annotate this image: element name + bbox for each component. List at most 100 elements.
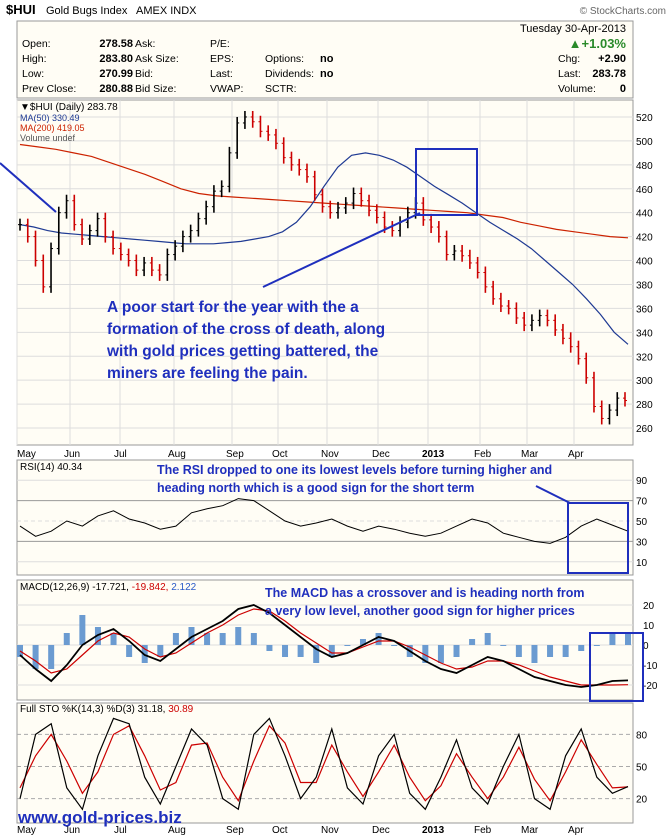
month-label: Jun bbox=[64, 825, 80, 836]
macd-histogram-bar bbox=[469, 639, 476, 645]
annotation-line: with gold prices getting battered, the bbox=[106, 343, 379, 360]
annotation-line: a very low level, another good sign for … bbox=[265, 604, 575, 618]
price-tick-label: 340 bbox=[636, 328, 653, 339]
annotation-line: The MACD has a crossover and is heading … bbox=[265, 586, 585, 600]
macd-highlight-box bbox=[589, 632, 644, 702]
annotation-line: heading north which is a good sign for t… bbox=[157, 481, 474, 495]
price-tick-label: 280 bbox=[636, 400, 653, 411]
macd-tick-label: 10 bbox=[643, 621, 655, 632]
symbol: $HUI bbox=[6, 2, 36, 17]
rsi-series bbox=[19, 498, 629, 544]
macd-histogram-bar bbox=[219, 633, 226, 645]
pointer-line-left bbox=[0, 162, 57, 213]
macd-histogram-bar bbox=[625, 632, 631, 645]
macd-histogram-bar bbox=[157, 645, 164, 657]
month-label: Nov bbox=[321, 449, 339, 460]
macd-histogram-bar bbox=[204, 633, 211, 645]
price-tick-label: 300 bbox=[636, 376, 653, 387]
month-axis: May Jun Jul Aug Sep Oct Nov Dec 2013 Feb Mar Apr bbox=[17, 449, 584, 460]
sto-label: Full STO %K(14,3) %D(3) 31.18, 30.89 bbox=[20, 704, 194, 715]
ma50-line bbox=[19, 152, 629, 345]
month-label: Mar bbox=[521, 449, 539, 460]
price-tick-label: 320 bbox=[636, 352, 653, 363]
quote-right-value: +2.90 bbox=[598, 53, 626, 65]
sto-series bbox=[19, 717, 629, 811]
macd-histogram-bar bbox=[235, 627, 242, 645]
quote-grid: Open: 278.58 Ask: P/E: High: 283.80 Ask Size: E… bbox=[22, 38, 334, 95]
sto-panel bbox=[16, 702, 634, 824]
price-tick-label: 400 bbox=[636, 257, 653, 268]
rsi-pointer-line bbox=[535, 485, 571, 504]
macd-histogram-bar bbox=[79, 615, 86, 645]
quote-label: High: bbox=[22, 53, 47, 65]
sto-k-line bbox=[19, 717, 629, 811]
macd-histogram-bar bbox=[500, 645, 507, 646]
quote-label: Dividends: bbox=[265, 68, 314, 80]
macd-series bbox=[17, 604, 631, 688]
quote-label: Bid Size: bbox=[135, 83, 176, 95]
price-tick-label: 360 bbox=[636, 304, 653, 315]
month-label: Sep bbox=[226, 825, 244, 836]
macd-histogram-bar bbox=[578, 645, 585, 651]
quote-label: Ask Size: bbox=[135, 53, 179, 65]
month-label: Apr bbox=[568, 449, 584, 460]
price-annotation: A poor start for the year with the a form… bbox=[106, 299, 385, 382]
month-label: Feb bbox=[474, 825, 492, 836]
rsi-panel bbox=[16, 459, 634, 576]
month-label: Jul bbox=[114, 449, 127, 460]
pointer-line-center bbox=[262, 212, 421, 288]
annotation-line: formation of the cross of death, along bbox=[107, 321, 385, 338]
macd-histogram-bar bbox=[344, 645, 351, 646]
macd-annotation: The MACD has a crossover and is heading … bbox=[265, 586, 585, 618]
rsi-annotation: The RSI dropped to one its lowest levels… bbox=[157, 463, 552, 495]
sto-tick-label: 20 bbox=[636, 795, 648, 806]
rsi-tick-label: 90 bbox=[636, 476, 648, 487]
ma200-line bbox=[19, 143, 629, 239]
legend-ma200: MA(200) 419.05 bbox=[20, 123, 85, 133]
month-axis-bottom: May Jun Jul Aug Sep Oct Nov Dec 2013 Feb Mar Apr bbox=[17, 825, 584, 836]
macd-histogram-bar bbox=[313, 645, 320, 663]
rsi-label: RSI(14) 40.34 bbox=[20, 462, 83, 473]
price-tick-label: 520 bbox=[636, 113, 653, 124]
macd-label: MACD(12,26,9) -17.721, -19.842, 2.122 bbox=[20, 582, 197, 593]
credit: © StockCharts.com bbox=[580, 6, 666, 17]
quote-label: Bid: bbox=[135, 68, 153, 80]
rsi-line bbox=[19, 498, 629, 544]
macd-histogram-bar bbox=[48, 645, 55, 669]
price-axis: 520 500 480 460 440 420 400 380 360 340 320 300 280 2… bbox=[636, 113, 653, 435]
macd-histogram-bar bbox=[282, 645, 289, 657]
macd-histogram-bar bbox=[391, 645, 398, 646]
macd-histogram-bar bbox=[126, 645, 133, 657]
macd-tick-label: -20 bbox=[643, 681, 658, 692]
macd-histogram-bar bbox=[328, 645, 335, 657]
month-label: Aug bbox=[168, 825, 186, 836]
price-tick-label: 420 bbox=[636, 233, 653, 244]
macd-axis: 20 10 0 -10 -20 bbox=[17, 601, 658, 692]
rsi-tick-label: 70 bbox=[636, 497, 648, 508]
macd-histogram-bar bbox=[437, 645, 444, 663]
month-label: 2013 bbox=[422, 449, 445, 460]
quote-label: Last: bbox=[210, 68, 233, 80]
macd-histogram-bar bbox=[63, 633, 70, 645]
month-label: 2013 bbox=[422, 825, 445, 836]
exchange: AMEX INDX bbox=[136, 5, 197, 17]
price-series bbox=[18, 110, 629, 425]
macd-histogram-bar bbox=[562, 645, 569, 657]
quote-label: EPS: bbox=[210, 53, 234, 65]
price-tick-label: 480 bbox=[636, 161, 653, 172]
month-label: Jul bbox=[114, 825, 127, 836]
macd-histogram-bar bbox=[172, 633, 179, 645]
quote-label: Ask: bbox=[135, 38, 155, 50]
month-label: Dec bbox=[372, 449, 390, 460]
quote-label: VWAP: bbox=[210, 83, 243, 95]
quote-value: 280.88 bbox=[99, 83, 133, 95]
macd-histogram-bar bbox=[547, 645, 554, 657]
macd-histogram-bar bbox=[375, 633, 382, 645]
annotation-line: miners are feeling the pain. bbox=[107, 365, 308, 382]
cross-highlight-box bbox=[415, 148, 478, 216]
macd-histogram-bar bbox=[297, 645, 304, 657]
price-grid bbox=[16, 100, 633, 445]
price-panel bbox=[16, 99, 634, 446]
macd-histogram-bar bbox=[250, 633, 257, 645]
rsi-tick-label: 30 bbox=[636, 537, 648, 548]
